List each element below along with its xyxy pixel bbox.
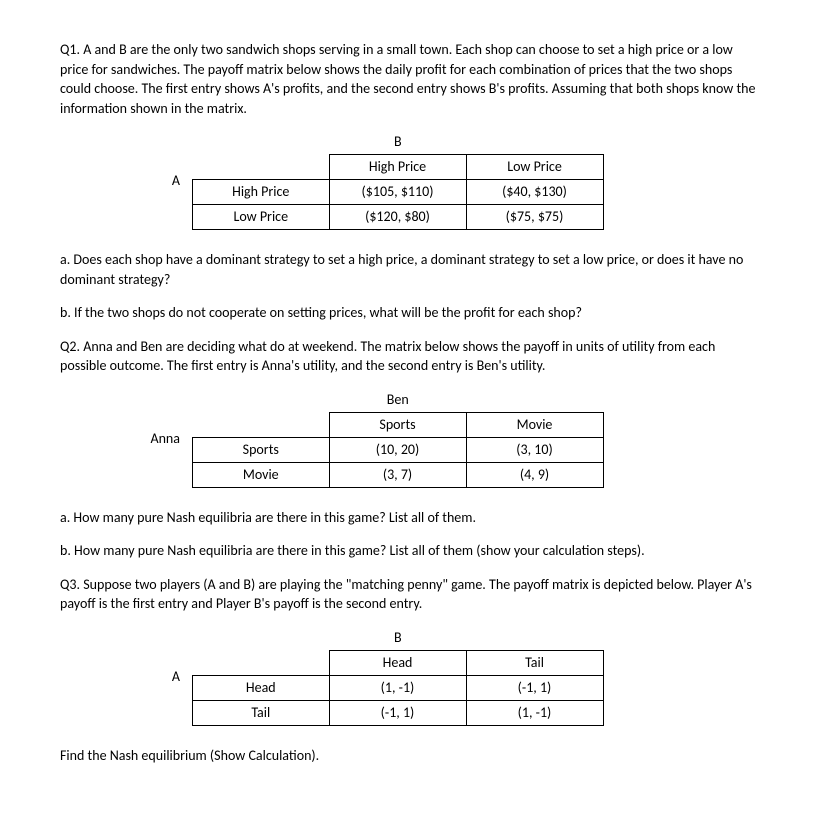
q1-row-player: A <box>150 171 192 191</box>
q3-col-strat-1: Tail <box>466 650 603 675</box>
q3-col-player: B <box>192 628 604 648</box>
q2-row-strat-1: Movie <box>193 462 330 487</box>
q3-row-strat-0: Head <box>193 675 330 700</box>
q1-col-strat-0: High Price <box>329 154 466 179</box>
q2-cell-1-1: (4, 9) <box>466 462 603 487</box>
q3-row-player: A <box>150 667 192 687</box>
q3-final: Find the Nash equilibrium (Show Calculat… <box>60 746 758 766</box>
q2-cell-0-1: (3, 10) <box>466 437 603 462</box>
q1-table: High Price Low Price High Price ($105, $… <box>192 154 604 230</box>
q2-col-strat-0: Sports <box>329 412 466 437</box>
q2-cell-0-0: (10, 20) <box>329 437 466 462</box>
q1-prompt: Q1. A and B are the only two sandwich sh… <box>60 40 758 118</box>
q1-col-strat-1: Low Price <box>466 154 603 179</box>
q2-b: b. How many pure Nash equilibria are the… <box>60 541 758 561</box>
q3-matrix: A B Head Tail Head (1, -1) (-1, 1) Tail … <box>60 628 758 726</box>
q2-row-player: Anna <box>150 429 192 449</box>
q2-col-strat-1: Movie <box>466 412 603 437</box>
q2-cell-1-0: (3, 7) <box>329 462 466 487</box>
q1-b: b. If the two shops do not cooperate on … <box>60 303 758 323</box>
q2-row-strat-0: Sports <box>193 437 330 462</box>
q3-row-strat-1: Tail <box>193 700 330 725</box>
q3-col-strat-0: Head <box>329 650 466 675</box>
q2-matrix: Anna Ben Sports Movie Sports (10, 20) (3… <box>60 390 758 488</box>
q1-cell-0-0: ($105, $110) <box>329 179 466 204</box>
q1-cell-1-0: ($120, $80) <box>329 204 466 229</box>
q2-col-player: Ben <box>192 390 604 410</box>
q3-cell-1-1: (1, -1) <box>466 700 603 725</box>
q2-table: Sports Movie Sports (10, 20) (3, 10) Mov… <box>192 412 604 488</box>
q1-row-strat-1: Low Price <box>193 204 330 229</box>
q1-row-strat-0: High Price <box>193 179 330 204</box>
q2-a: a. How many pure Nash equilibria are the… <box>60 508 758 528</box>
q3-table: Head Tail Head (1, -1) (-1, 1) Tail (-1,… <box>192 650 604 726</box>
q1-cell-0-1: ($40, $130) <box>466 179 603 204</box>
q3-cell-1-0: (-1, 1) <box>329 700 466 725</box>
q2-prompt: Q2. Anna and Ben are deciding what do at… <box>60 337 758 376</box>
q3-cell-0-0: (1, -1) <box>329 675 466 700</box>
q3-cell-0-1: (-1, 1) <box>466 675 603 700</box>
q1-a: a. Does each shop have a dominant strate… <box>60 250 758 289</box>
q1-col-player: B <box>192 132 604 152</box>
q3-prompt: Q3. Suppose two players (A and B) are pl… <box>60 575 758 614</box>
q1-matrix: A B High Price Low Price High Price ($10… <box>60 132 758 230</box>
q1-cell-1-1: ($75, $75) <box>466 204 603 229</box>
